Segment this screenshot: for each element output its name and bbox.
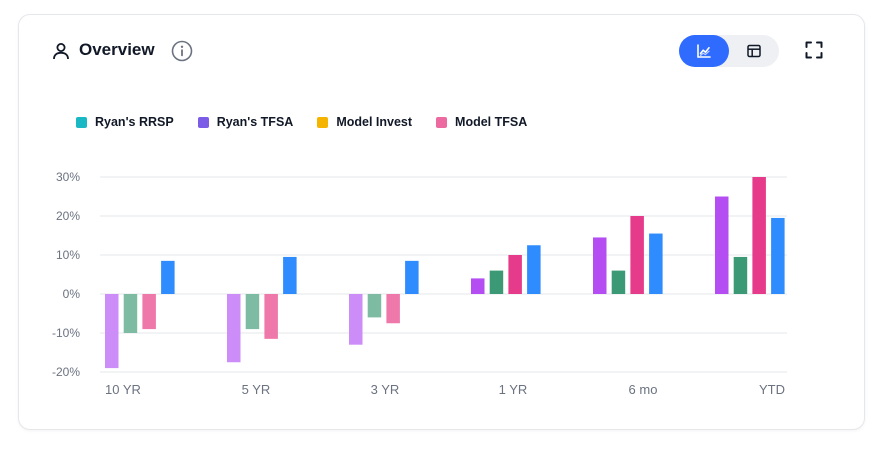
bar[interactable]: [771, 217, 785, 294]
legend-item[interactable]: Ryan's RRSP: [76, 115, 174, 129]
y-tick-label: 20%: [56, 209, 80, 223]
legend-item[interactable]: Ryan's TFSA: [197, 115, 294, 129]
bar[interactable]: [752, 177, 766, 294]
legend-swatch: [76, 116, 87, 128]
x-tick-label: 10 YR: [105, 382, 141, 397]
chart-legend: Ryan's RRSP Ryan's TFSA Model Invest Model …: [76, 115, 551, 129]
x-tick-label: 6 mo: [629, 382, 658, 397]
info-icon[interactable]: [171, 40, 193, 62]
user-icon: [53, 43, 69, 60]
table-icon: [747, 44, 761, 58]
bar[interactable]: [386, 294, 400, 324]
chart-view-button[interactable]: [679, 35, 729, 67]
bar[interactable]: [527, 245, 541, 294]
bar[interactable]: [508, 255, 522, 294]
bar[interactable]: [161, 260, 175, 294]
x-tick-label: 1 YR: [499, 382, 528, 397]
y-tick-label: 0%: [63, 287, 81, 301]
bar[interactable]: [349, 294, 363, 345]
expand-icon[interactable]: [805, 41, 823, 59]
bar[interactable]: [227, 294, 241, 363]
x-tick-label: 3 YR: [371, 382, 400, 397]
legend-swatch: [197, 116, 209, 128]
legend-label: Model Invest: [336, 115, 413, 129]
legend-label: Ryan's TFSA: [216, 115, 294, 129]
legend-item[interactable]: Model Invest: [317, 115, 412, 129]
bar[interactable]: [715, 196, 729, 295]
bar[interactable]: [593, 237, 607, 294]
bar[interactable]: [611, 270, 626, 294]
view-toggle: [679, 35, 779, 67]
legend-label: Model TFSA: [455, 115, 528, 129]
page-title: Overview: [79, 40, 155, 59]
x-tick-label: 5 YR: [242, 382, 271, 397]
y-tick-label: 30%: [56, 170, 80, 184]
bar[interactable]: [123, 294, 138, 333]
bar[interactable]: [142, 294, 156, 330]
x-tick-label: YTD: [759, 382, 785, 397]
line-chart-icon: [697, 44, 711, 58]
bar[interactable]: [489, 270, 504, 294]
table-view-button[interactable]: [729, 35, 779, 67]
legend-item[interactable]: Model TFSA: [436, 115, 527, 129]
y-tick-label: -20%: [52, 365, 80, 379]
bar[interactable]: [367, 294, 382, 318]
bar[interactable]: [649, 233, 663, 294]
bar[interactable]: [405, 260, 419, 294]
legend-label: Ryan's RRSP: [95, 115, 174, 129]
legend-swatch: [317, 116, 329, 128]
bar[interactable]: [630, 216, 644, 294]
bar[interactable]: [283, 256, 297, 294]
bar[interactable]: [245, 294, 260, 330]
bar[interactable]: [264, 294, 278, 339]
y-tick-label: 10%: [56, 248, 80, 262]
bar[interactable]: [471, 278, 485, 294]
legend-swatch: [436, 116, 448, 128]
bar[interactable]: [105, 294, 119, 369]
bar[interactable]: [733, 256, 748, 294]
card-header: Overview: [19, 15, 864, 87]
y-tick-label: -10%: [52, 326, 80, 340]
